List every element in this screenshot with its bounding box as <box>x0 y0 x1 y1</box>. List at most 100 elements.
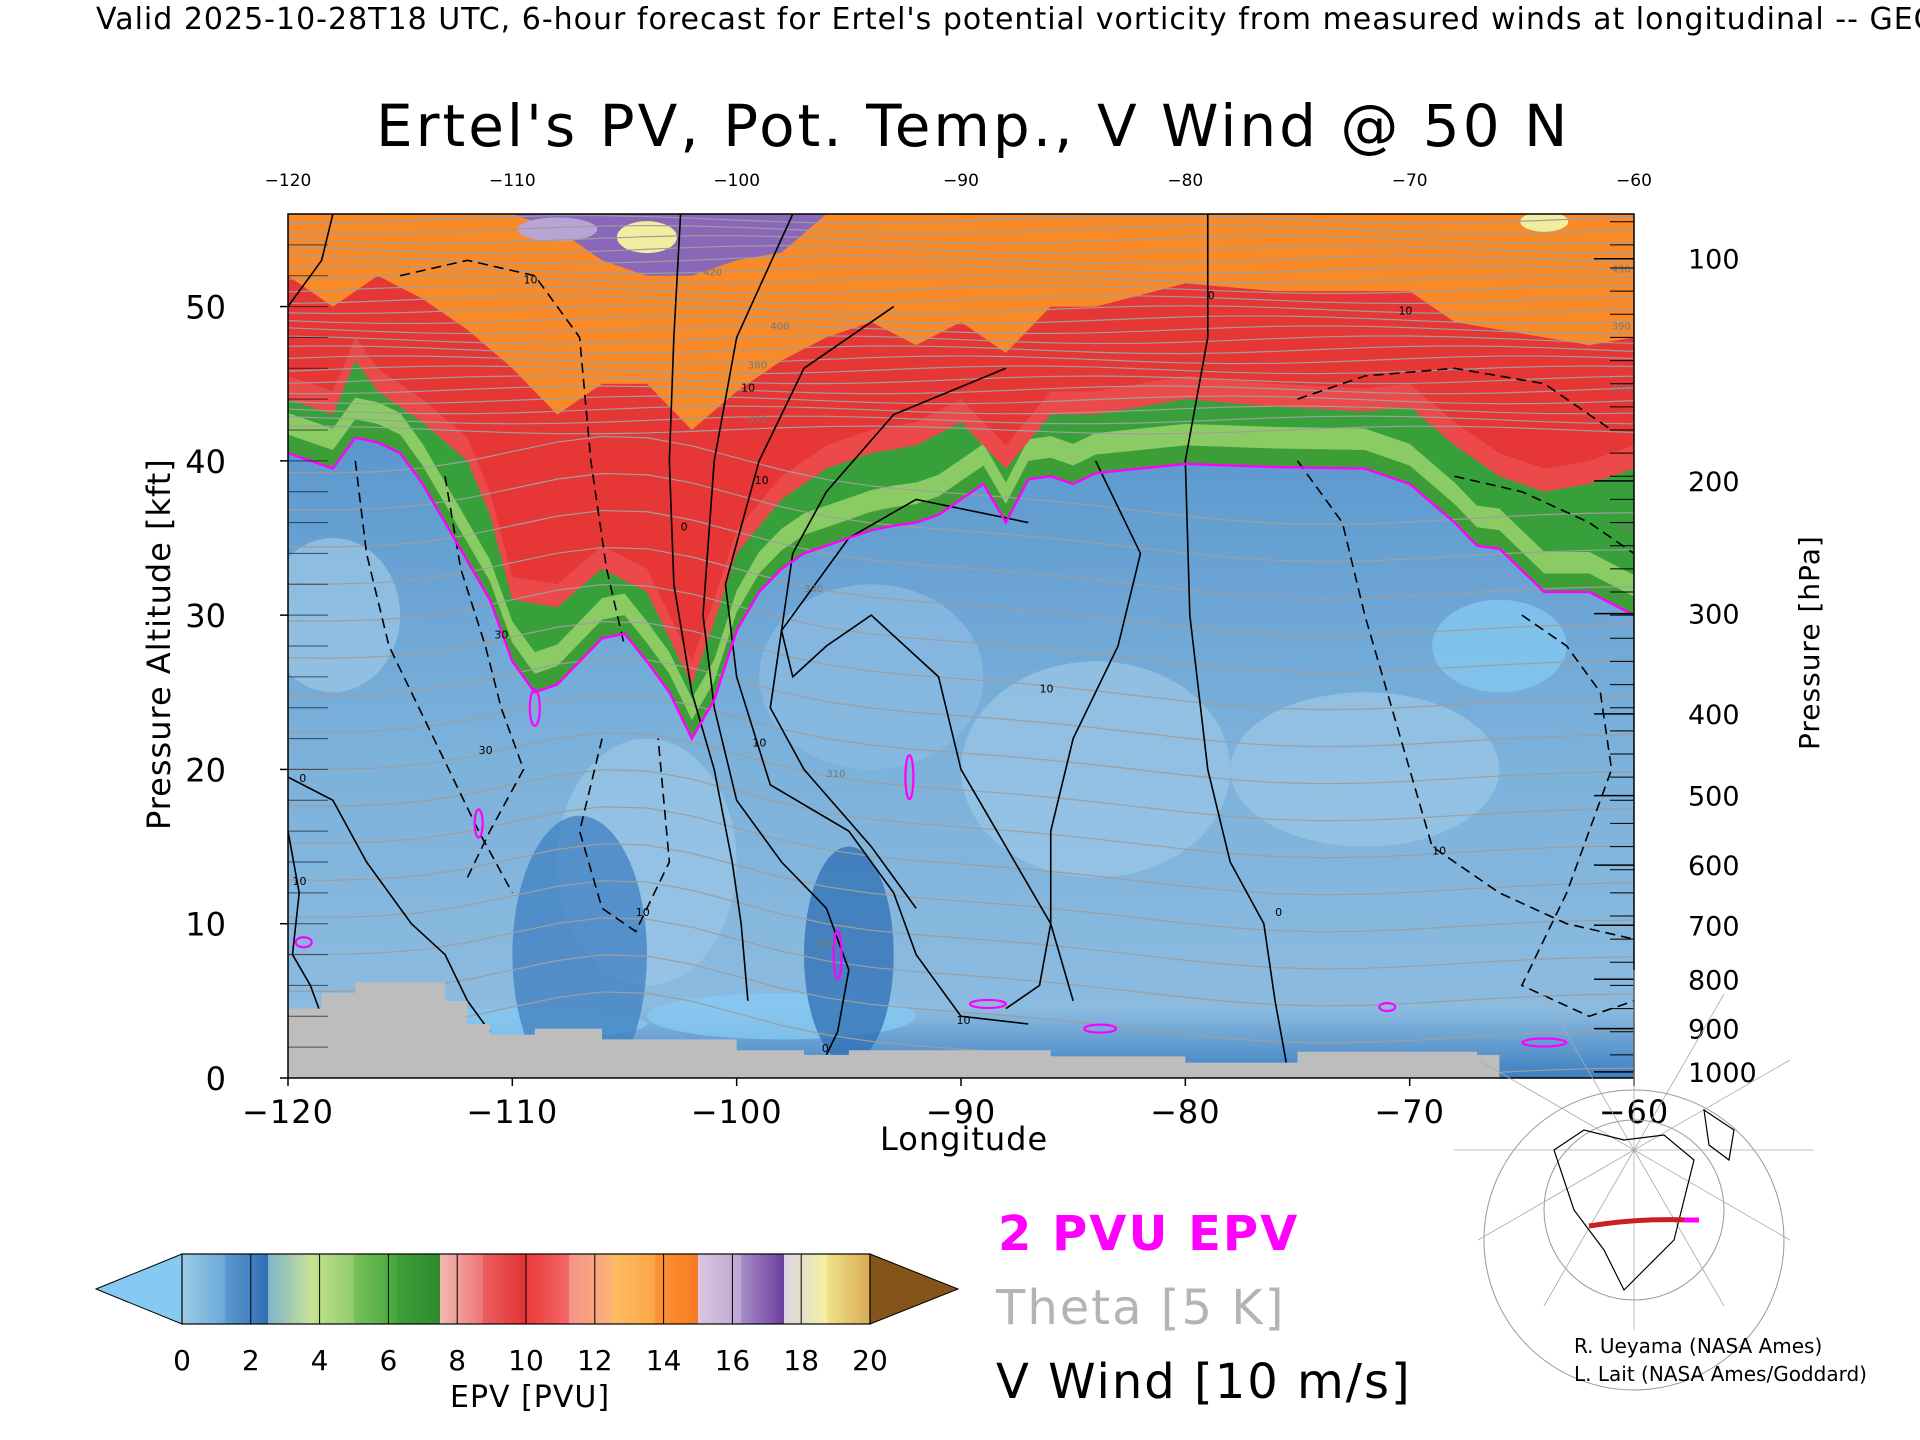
colorbar-tick-label: 2 <box>242 1344 260 1377</box>
theta-contour-upper <box>288 415 1634 425</box>
vwind-label: 10 <box>752 736 766 749</box>
legend-vwind: V Wind [10 m/s] <box>996 1354 1412 1410</box>
pressure-tick-label: 200 <box>1688 467 1740 498</box>
pv2-contour-blob <box>1521 1037 1568 1048</box>
y-tick-label: 10 <box>185 906 226 944</box>
theta-label: 310 <box>826 769 845 780</box>
inset-map <box>1454 970 1814 1391</box>
theta-label: 290 <box>815 939 834 950</box>
legend-pv2: 2 PVU EPV <box>998 1206 1300 1262</box>
colorbar-tick-label: 6 <box>379 1344 397 1377</box>
pv-band-14-spot <box>517 217 598 242</box>
pressure-tick-label: 800 <box>1688 965 1740 996</box>
theta-label: 390 <box>1612 322 1631 333</box>
pressure-tick-label: 900 <box>1688 1015 1740 1046</box>
theta-contour-upper <box>288 305 1634 315</box>
pressure-tick-label: 400 <box>1688 700 1740 731</box>
vwind-contour <box>1297 367 1613 431</box>
vwind-contour <box>702 214 850 1056</box>
theta-contour-upper <box>288 275 1634 285</box>
x-top-tick-label: −90 <box>943 171 979 191</box>
epv-colorbar: 0 2 4 6 8 10 12 14 16 18 20 <box>94 1253 960 1377</box>
vwind-contour <box>724 305 1029 1025</box>
vwind-contour <box>1454 475 1634 555</box>
theta-contour-lower <box>288 695 1634 785</box>
pressure-tick-label: 500 <box>1688 782 1740 813</box>
colorbar-tick-label: 12 <box>577 1344 613 1377</box>
colorbar-segment <box>225 1254 268 1324</box>
y-tick-label: 30 <box>185 597 226 635</box>
vwind-contour <box>1520 614 1634 1018</box>
x-tick-label: −100 <box>691 1093 783 1131</box>
theta-contour-upper <box>288 295 1634 305</box>
legend-theta: Theta [5 K] <box>996 1280 1286 1336</box>
theta-contour-upper <box>288 214 1634 224</box>
theta-label: 400 <box>770 322 789 333</box>
pv2-contour-blob <box>904 754 915 801</box>
colorbar-segment <box>440 1254 483 1324</box>
theta-contour-upper <box>288 224 1634 234</box>
colorbar-segment <box>483 1254 526 1324</box>
colorbar-tick-label: 20 <box>852 1344 888 1377</box>
colorbar-segment <box>311 1254 354 1324</box>
colorbar-segment <box>526 1254 569 1324</box>
vwind-contour <box>1184 214 1288 1063</box>
theta-contour-upper <box>288 345 1634 355</box>
colorbar-over-arrow <box>869 1253 960 1325</box>
colorbar-segment <box>397 1254 440 1324</box>
colorbar-segment <box>698 1254 741 1324</box>
theta-label: 330 <box>804 584 823 595</box>
vwind-contour <box>444 476 525 878</box>
x-tick-label: −80 <box>1150 1093 1221 1131</box>
theta-contour-lower <box>288 472 1634 563</box>
colorbar-tick-label: 14 <box>646 1344 682 1377</box>
theta-contour-lower <box>288 843 1634 933</box>
map-meridian <box>1633 1149 1725 1307</box>
colorbar-tick-label: 8 <box>448 1344 466 1377</box>
vwind-contour <box>668 214 749 1001</box>
theta-contour-upper <box>288 285 1634 295</box>
map-meridian <box>1477 1059 1635 1151</box>
vwind-contour <box>399 259 626 647</box>
theta-contour-lower <box>288 880 1634 970</box>
pv2-contour <box>288 436 1634 742</box>
colorbar-tick-label: 10 <box>508 1344 544 1377</box>
colorbar-segment <box>655 1254 698 1324</box>
vwind-label: 30 <box>479 744 493 757</box>
theta-contour-lower <box>288 954 1634 1044</box>
pv2-contour-blob <box>832 929 843 980</box>
theta-label: 380 <box>748 360 767 371</box>
colorbar-tick-label: 18 <box>783 1344 819 1377</box>
epv-patch <box>1432 599 1567 693</box>
x-top-tick-label: −100 <box>713 171 760 191</box>
theta-contour-lower <box>288 917 1634 1007</box>
theta-contour-lower <box>288 806 1634 896</box>
vwind-label: 10 <box>1398 304 1412 317</box>
map-meridian <box>1633 993 1725 1151</box>
map-meridian <box>1543 1149 1635 1307</box>
pv2-contour-blob <box>473 808 484 839</box>
theta-contour-upper <box>288 405 1634 415</box>
x-tick-label: −110 <box>466 1093 558 1131</box>
theta-contour-upper <box>288 375 1634 385</box>
y-tick-label: 50 <box>185 289 226 327</box>
colorbar-tick-label: 16 <box>715 1344 751 1377</box>
colorbar-segment <box>784 1254 827 1324</box>
vwind-label: 10 <box>755 474 769 487</box>
theta-contour-upper <box>288 245 1634 254</box>
vwind-label: 0 <box>1275 906 1282 919</box>
vwind-label: 0 <box>822 1042 829 1055</box>
theta-contour-upper <box>288 325 1634 335</box>
colorbar-tick-label: 4 <box>311 1344 329 1377</box>
epv-patch <box>1230 692 1500 847</box>
theta-label: 420 <box>703 268 722 279</box>
pv2-contour-blob <box>1378 1001 1397 1013</box>
greenland-outline <box>1703 1108 1735 1162</box>
colorbar-segment <box>268 1254 311 1324</box>
vwind-label: 0 <box>1208 289 1215 302</box>
x-axis-label: Longitude <box>880 1120 1049 1158</box>
x-tick-label: −120 <box>242 1093 334 1131</box>
y-tick-label: 0 <box>206 1060 226 1098</box>
vwind-contour <box>288 776 491 1033</box>
theta-label: 340 <box>1616 522 1635 533</box>
